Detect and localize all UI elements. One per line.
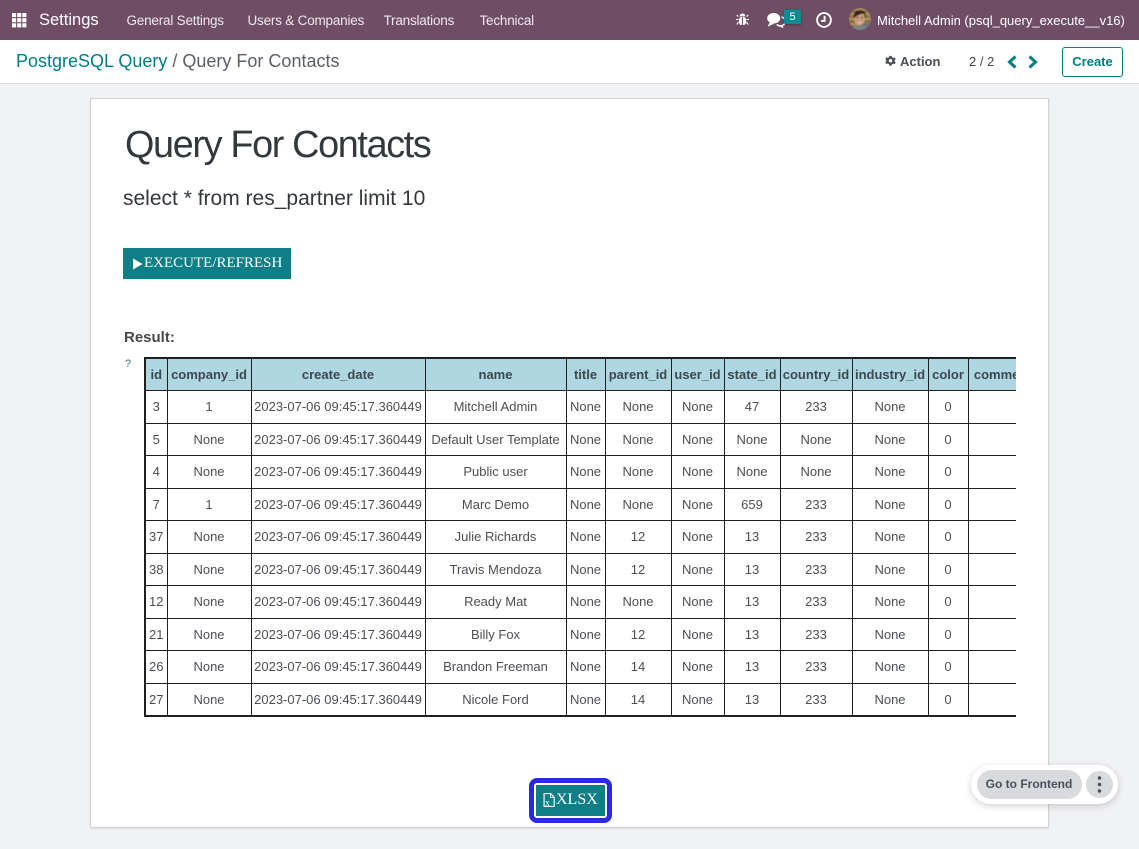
svg-text:x: x (545, 799, 550, 808)
